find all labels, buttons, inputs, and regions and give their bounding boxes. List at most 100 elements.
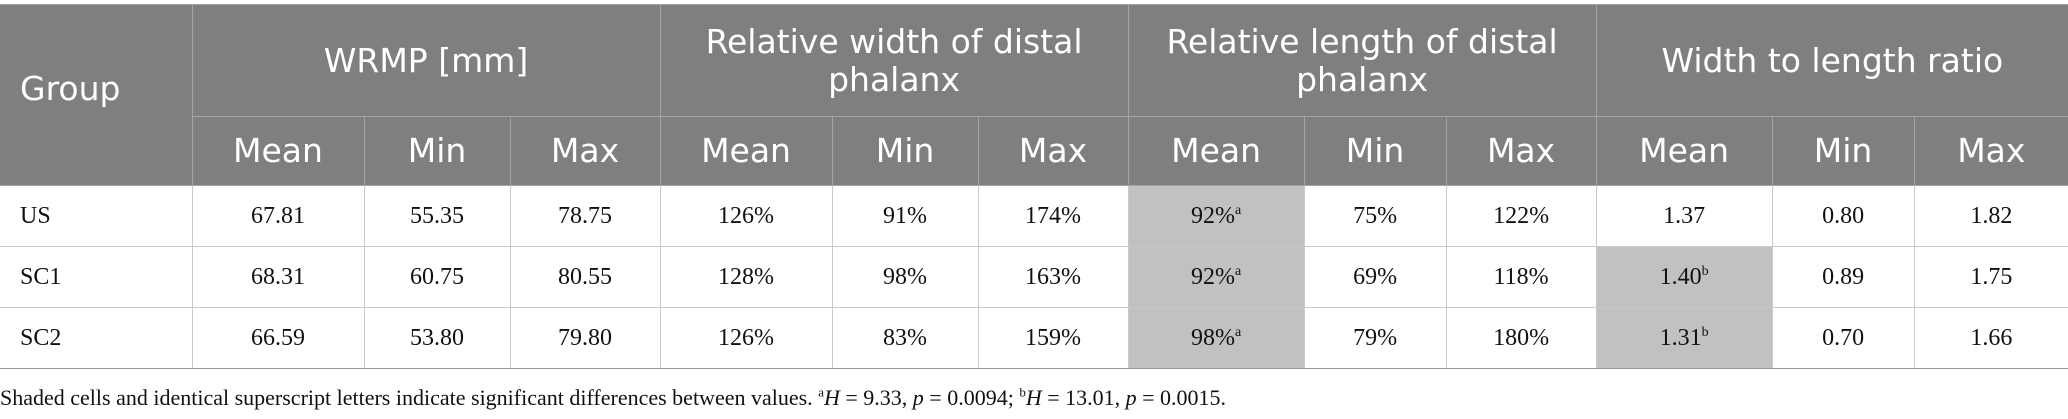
table-cell: 1.37	[1595, 185, 1773, 247]
cell-value: 1.40	[1659, 263, 1702, 290]
cell-superscript: b	[1701, 324, 1709, 340]
cell-value: 1.37	[1663, 202, 1706, 229]
cell-value: 68.31	[251, 263, 305, 290]
cell-value: 0.70	[1822, 324, 1865, 351]
sub-header: Max	[977, 116, 1129, 186]
cell-value: 1.75	[1970, 263, 2013, 290]
sub-header: Min	[1771, 116, 1915, 186]
cell-value: 83%	[883, 324, 928, 351]
cell-value: 55.35	[410, 202, 464, 229]
sub-header: Mean	[659, 116, 833, 186]
table-cell: 91%	[831, 185, 979, 247]
cell-value: 180%	[1493, 324, 1550, 351]
sub-header: Mean	[1127, 116, 1305, 186]
footnote-value: = 0.0094;	[923, 385, 1020, 410]
table-cell: 163%	[977, 246, 1129, 308]
table-cell: 55.35	[363, 185, 511, 247]
cell-value: 118%	[1493, 263, 1549, 290]
cell-value: 122%	[1493, 202, 1550, 229]
sub-header: Max	[1913, 116, 2068, 186]
cell-value: 0.80	[1822, 202, 1865, 229]
table-cell: 60.75	[363, 246, 511, 308]
cell-value: 174%	[1025, 202, 1082, 229]
table-cell: 118%	[1445, 246, 1597, 308]
sub-header: Min	[831, 116, 979, 186]
cell-value: 69%	[1353, 263, 1398, 290]
cell-value: 98%	[883, 263, 928, 290]
cell-value: 128%	[718, 263, 775, 290]
footnote-superscript-b: b	[1019, 384, 1026, 400]
cell-value: 79.80	[558, 324, 613, 351]
cell-value: 1.66	[1970, 324, 2013, 351]
table-cell: 92%a	[1127, 185, 1305, 247]
table-cell: 75%	[1303, 185, 1447, 247]
group-cell: SC2	[0, 307, 193, 369]
cell-value: 79%	[1353, 324, 1398, 351]
cell-value: 126%	[718, 324, 775, 351]
cell-value: 60.75	[410, 263, 464, 290]
table-row: SC1 68.31 60.75 80.55 128% 98% 163% 92%a 69% 118%…	[0, 246, 2068, 308]
sub-header: Min	[1303, 116, 1447, 186]
cell-value: 80.55	[558, 263, 613, 290]
table-cell: 98%a	[1127, 307, 1305, 369]
sub-header: Min	[363, 116, 511, 186]
table-cell: 128%	[659, 246, 833, 308]
table-cell: 122%	[1445, 185, 1597, 247]
footnote-stat-h: H	[823, 385, 840, 410]
table-cell: 1.82	[1913, 185, 2068, 247]
cell-value: 67.81	[251, 202, 305, 229]
table-header: Group WRMP [mm] Relative width of distal…	[0, 4, 2068, 186]
table-cell: 126%	[659, 185, 833, 247]
footnote-p-symbol: p	[1125, 385, 1137, 410]
table-cell: 69%	[1303, 246, 1447, 308]
cell-value: 66.59	[251, 324, 305, 351]
table-cell: 0.89	[1771, 246, 1915, 308]
table-cell: 1.66	[1913, 307, 2068, 369]
table-cell: 180%	[1445, 307, 1597, 369]
footnote-value: = 9.33,	[839, 385, 913, 410]
footnote-value: = 0.0015.	[1136, 385, 1227, 410]
cell-value: 98%	[1190, 324, 1235, 351]
group-column-header: Group	[0, 4, 193, 186]
footnote-stat-h: H	[1025, 385, 1042, 410]
table-footnote: Shaded cells and identical superscript l…	[0, 383, 1226, 413]
cell-value: 126%	[718, 202, 775, 229]
cell-value: 0.89	[1822, 263, 1865, 290]
cell-superscript: a	[1234, 202, 1242, 218]
table-cell: 79.80	[509, 307, 661, 369]
footnote-p-symbol: p	[912, 385, 924, 410]
cell-value: 92%	[1190, 202, 1235, 229]
cell-value: 163%	[1025, 263, 1082, 290]
cell-value: 1.82	[1970, 202, 2013, 229]
table-cell: 174%	[977, 185, 1129, 247]
data-table: Group WRMP [mm] Relative width of distal…	[0, 4, 2068, 369]
table-cell: 80.55	[509, 246, 661, 308]
table-cell: 126%	[659, 307, 833, 369]
sub-header: Max	[1445, 116, 1597, 186]
table-cell: 1.40b	[1595, 246, 1773, 308]
cell-value: 1.31	[1659, 324, 1702, 351]
table-cell: 68.31	[191, 246, 365, 308]
table-cell: 1.75	[1913, 246, 2068, 308]
cell-value: 159%	[1025, 324, 1082, 351]
table-cell: 53.80	[363, 307, 511, 369]
cell-value: 91%	[883, 202, 928, 229]
column-group-header: Relative width of distal phalanx	[659, 4, 1129, 117]
table-cell: 1.31b	[1595, 307, 1773, 369]
table-cell: 83%	[831, 307, 979, 369]
table-cell: 0.70	[1771, 307, 1915, 369]
cell-value: 92%	[1190, 263, 1235, 290]
group-cell: US	[0, 185, 193, 247]
cell-superscript: a	[1234, 324, 1242, 340]
table-cell: 0.80	[1771, 185, 1915, 247]
header-row-stats: Mean Min Max Mean Min Max Mean Min Max M…	[0, 116, 2068, 186]
footnote-superscript-a: a	[818, 384, 824, 400]
table-cell: 78.75	[509, 185, 661, 247]
table-cell: 98%	[831, 246, 979, 308]
cell-value: 78.75	[558, 202, 613, 229]
table-cell: 67.81	[191, 185, 365, 247]
sub-header: Max	[509, 116, 661, 186]
table-cell: 159%	[977, 307, 1129, 369]
sub-header: Mean	[1595, 116, 1773, 186]
table-row: US 67.81 55.35 78.75 126% 91% 174% 92%a 75% 122% 1…	[0, 185, 2068, 247]
